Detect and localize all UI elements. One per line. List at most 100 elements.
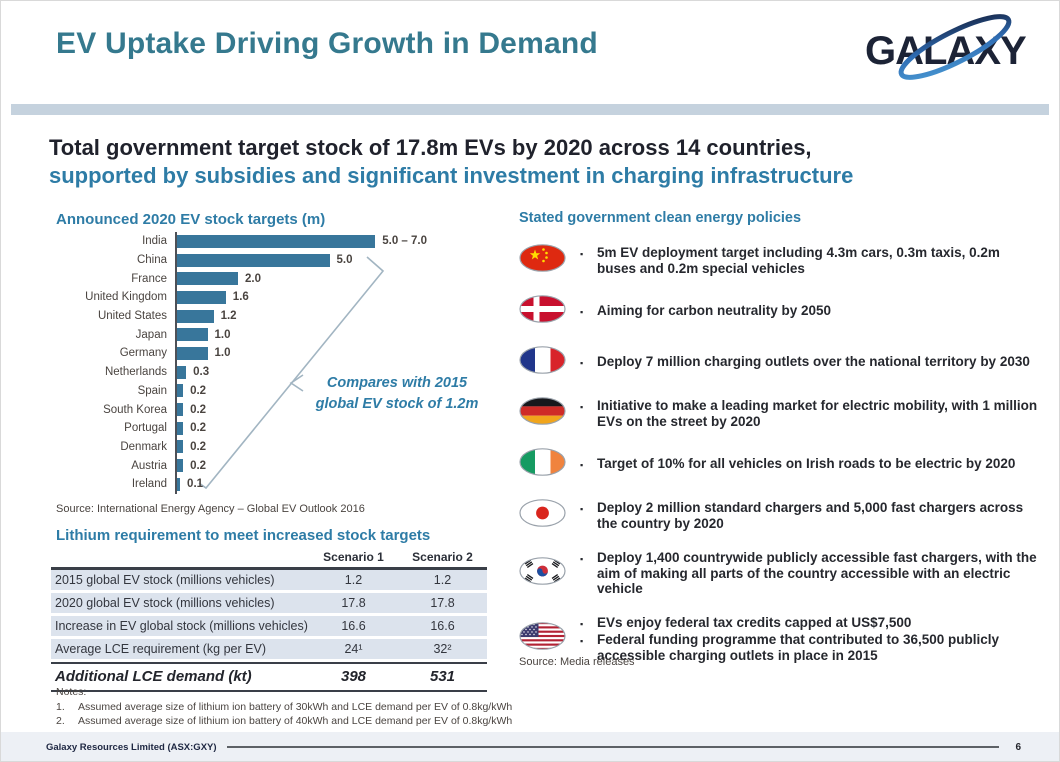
chart-bar (177, 477, 181, 491)
table-cell-scenario-1: 17.8 (341, 596, 366, 610)
chart-bar-zone: 0.2 (175, 437, 503, 457)
note-item: 2. Assumed average size of lithium ion ba… (56, 714, 512, 729)
chart-category-label: Netherlands (104, 366, 167, 379)
chart-bar-zone: 2.0 (175, 269, 503, 289)
policy-bullet-text: Deploy 1,400 countrywide publicly access… (597, 550, 1037, 596)
chart-row: Portugal 0.2 (53, 418, 503, 438)
note-text: Assumed average size of lithium ion batt… (78, 700, 513, 713)
flag-cell (519, 397, 566, 430)
table-row: 2020 global EV stock (millions vehicles)… (51, 593, 487, 616)
policy-item-ireland: ▪ Target of 10% for all vehicles on Irish… (519, 448, 1049, 481)
chart-bar (177, 440, 184, 454)
chart-bar (177, 234, 376, 248)
flag-cell (519, 448, 566, 481)
table-row: 2015 global EV stock (millions vehicles)… (51, 570, 487, 593)
flag-cell (519, 499, 566, 532)
policies-list: ▪ 5m EV deployment target including 4.3m … (519, 244, 1049, 681)
chart-value-label: 1.0 (214, 328, 231, 341)
table-cell-scenario-1: 16.6 (341, 619, 366, 633)
chart-category-label: China (136, 254, 167, 267)
bullet-marker: ▪ (580, 636, 584, 646)
south-korea-flag-icon (519, 556, 566, 585)
policy-item-japan: ▪ Deploy 2 million standard chargers and … (519, 499, 1049, 532)
note-item: 1. Assumed average size of lithium ion ba… (56, 700, 512, 715)
chart-annotation: Compares with 2015 global EV stock of 1.… (306, 373, 488, 415)
chart-value-label: 5.0 (336, 254, 353, 267)
lithium-table-title: Lithium requirement to meet increased st… (56, 527, 431, 544)
chart-value-label: 0.2 (190, 403, 207, 416)
policies-title: Stated government clean energy policies (519, 210, 802, 226)
chart-source: Source: International Energy Agency – Gl… (56, 503, 365, 515)
chart-bar-zone: 0.2 (175, 381, 503, 401)
chart-row: China 5.0 (53, 250, 503, 270)
lithium-table: Scenario 1 Scenario 2 2015 global EV sto… (51, 550, 487, 692)
column-header-scenario-1: Scenario 1 (323, 550, 384, 564)
policy-bullet-text: 5m EV deployment target including 4.3m c… (597, 245, 1000, 276)
chart-bar-zone: 5.0 – 7.0 (175, 232, 503, 251)
chart-value-label: 5.0 – 7.0 (382, 235, 428, 248)
chart-bar (177, 421, 184, 435)
annotation-line-2: global EV stock of 1.2m (315, 396, 479, 412)
chart-category-label: Japan (135, 328, 167, 341)
column-header-scenario-2: Scenario 2 (412, 550, 473, 564)
chart-value-label: 1.2 (220, 310, 237, 323)
chart-category-label: France (131, 272, 167, 285)
ev-bar-chart-rows: India 5.0 – 7.0 China 5.0 France 2.0 United Ki… (53, 232, 503, 494)
chart-bar (177, 346, 208, 360)
chart-row: Spain 0.2 (53, 381, 503, 401)
chart-category-label: India (142, 235, 167, 248)
chart-category-label: United States (97, 310, 167, 323)
policy-item-usa: ▪ EVs enjoy federal tax credits capped at… (519, 615, 1049, 664)
chart-bar-zone: 1.0 (175, 325, 503, 345)
policy-bullet-text: Aiming for carbon neutrality by 2050 (597, 302, 832, 318)
annotation-line-1: Compares with 2015 (326, 375, 468, 391)
chart-row: Austria 0.2 (53, 456, 503, 475)
policy-item-germany: ▪ Initiative to make a leading market for… (519, 397, 1049, 430)
chart-row: Germany 1.0 (53, 344, 503, 363)
chart-value-label: 0.2 (190, 440, 207, 453)
footer: Galaxy Resources Limited (ASX:GXY) 6 (1, 732, 1059, 761)
policy-bullet-text: Deploy 2 million standard chargers and 5… (597, 500, 1024, 531)
germany-flag-icon (519, 397, 566, 425)
subtitle-line-1: Total government target stock of 17.8m E… (49, 135, 812, 160)
chart-category-label: Ireland (131, 478, 167, 491)
chart-bar (177, 309, 214, 323)
policy-bullet-text: Federal funding programme that contribut… (597, 632, 1000, 663)
chart-row: France 2.0 (53, 269, 503, 289)
policy-bullet: ▪ Deploy 1,400 countrywide publicly acces… (580, 550, 1049, 597)
chart-bar-zone: 0.1 (175, 474, 503, 494)
policy-bullet: ▪ Deploy 2 million standard chargers and … (580, 500, 1049, 531)
chart-value-label: 0.2 (190, 459, 207, 472)
table-row-label: Increase in EV global stock (millions ve… (55, 619, 308, 633)
page-number: 6 (1015, 741, 1021, 753)
policy-bullet-text: Target of 10% for all vehicles on Irish … (597, 455, 1016, 471)
total-row-scenario-2: 531 (429, 668, 456, 685)
policy-bullet: ▪ Federal funding programme that contribu… (580, 632, 1049, 663)
policy-bullets: ▪ Deploy 7 million charging outlets over … (580, 354, 1049, 372)
chart-category-label: Spain (137, 384, 167, 397)
chart-category-label: Austria (131, 459, 167, 472)
chart-category-label: Germany (119, 347, 167, 360)
chart-bar (177, 384, 184, 398)
table-row-label: 2020 global EV stock (millions vehicles) (55, 596, 275, 610)
chart-bar-zone: 0.2 (175, 418, 503, 438)
callout-leader-line (198, 256, 385, 490)
chart-row: Denmark 0.2 (53, 437, 503, 457)
chart-row: United States 1.2 (53, 306, 503, 326)
chart-row: Netherlands 0.3 (53, 362, 503, 382)
table-cell-scenario-1: 24¹ (344, 642, 363, 656)
policy-bullet: ▪ Initiative to make a leading market for… (580, 398, 1049, 429)
chart-category-label: Denmark (120, 440, 167, 453)
notes-list: 1. Assumed average size of lithium ion ba… (56, 700, 512, 729)
note-text: Assumed average size of lithium ion batt… (78, 715, 513, 727)
policy-item-south-korea: ▪ Deploy 1,400 countrywide publicly acces… (519, 550, 1049, 597)
bullet-marker: ▪ (580, 249, 584, 259)
galaxy-logo: GALAXY (863, 9, 1043, 92)
notes-label: Notes: (56, 686, 87, 698)
china-flag-icon (519, 244, 566, 272)
policy-item-france: ▪ Deploy 7 million charging outlets over … (519, 346, 1049, 379)
policy-item-china: ▪ 5m EV deployment target including 4.3m … (519, 244, 1049, 277)
note-number: 1. (56, 700, 65, 713)
chart-bar-zone: 1.2 (175, 306, 503, 326)
